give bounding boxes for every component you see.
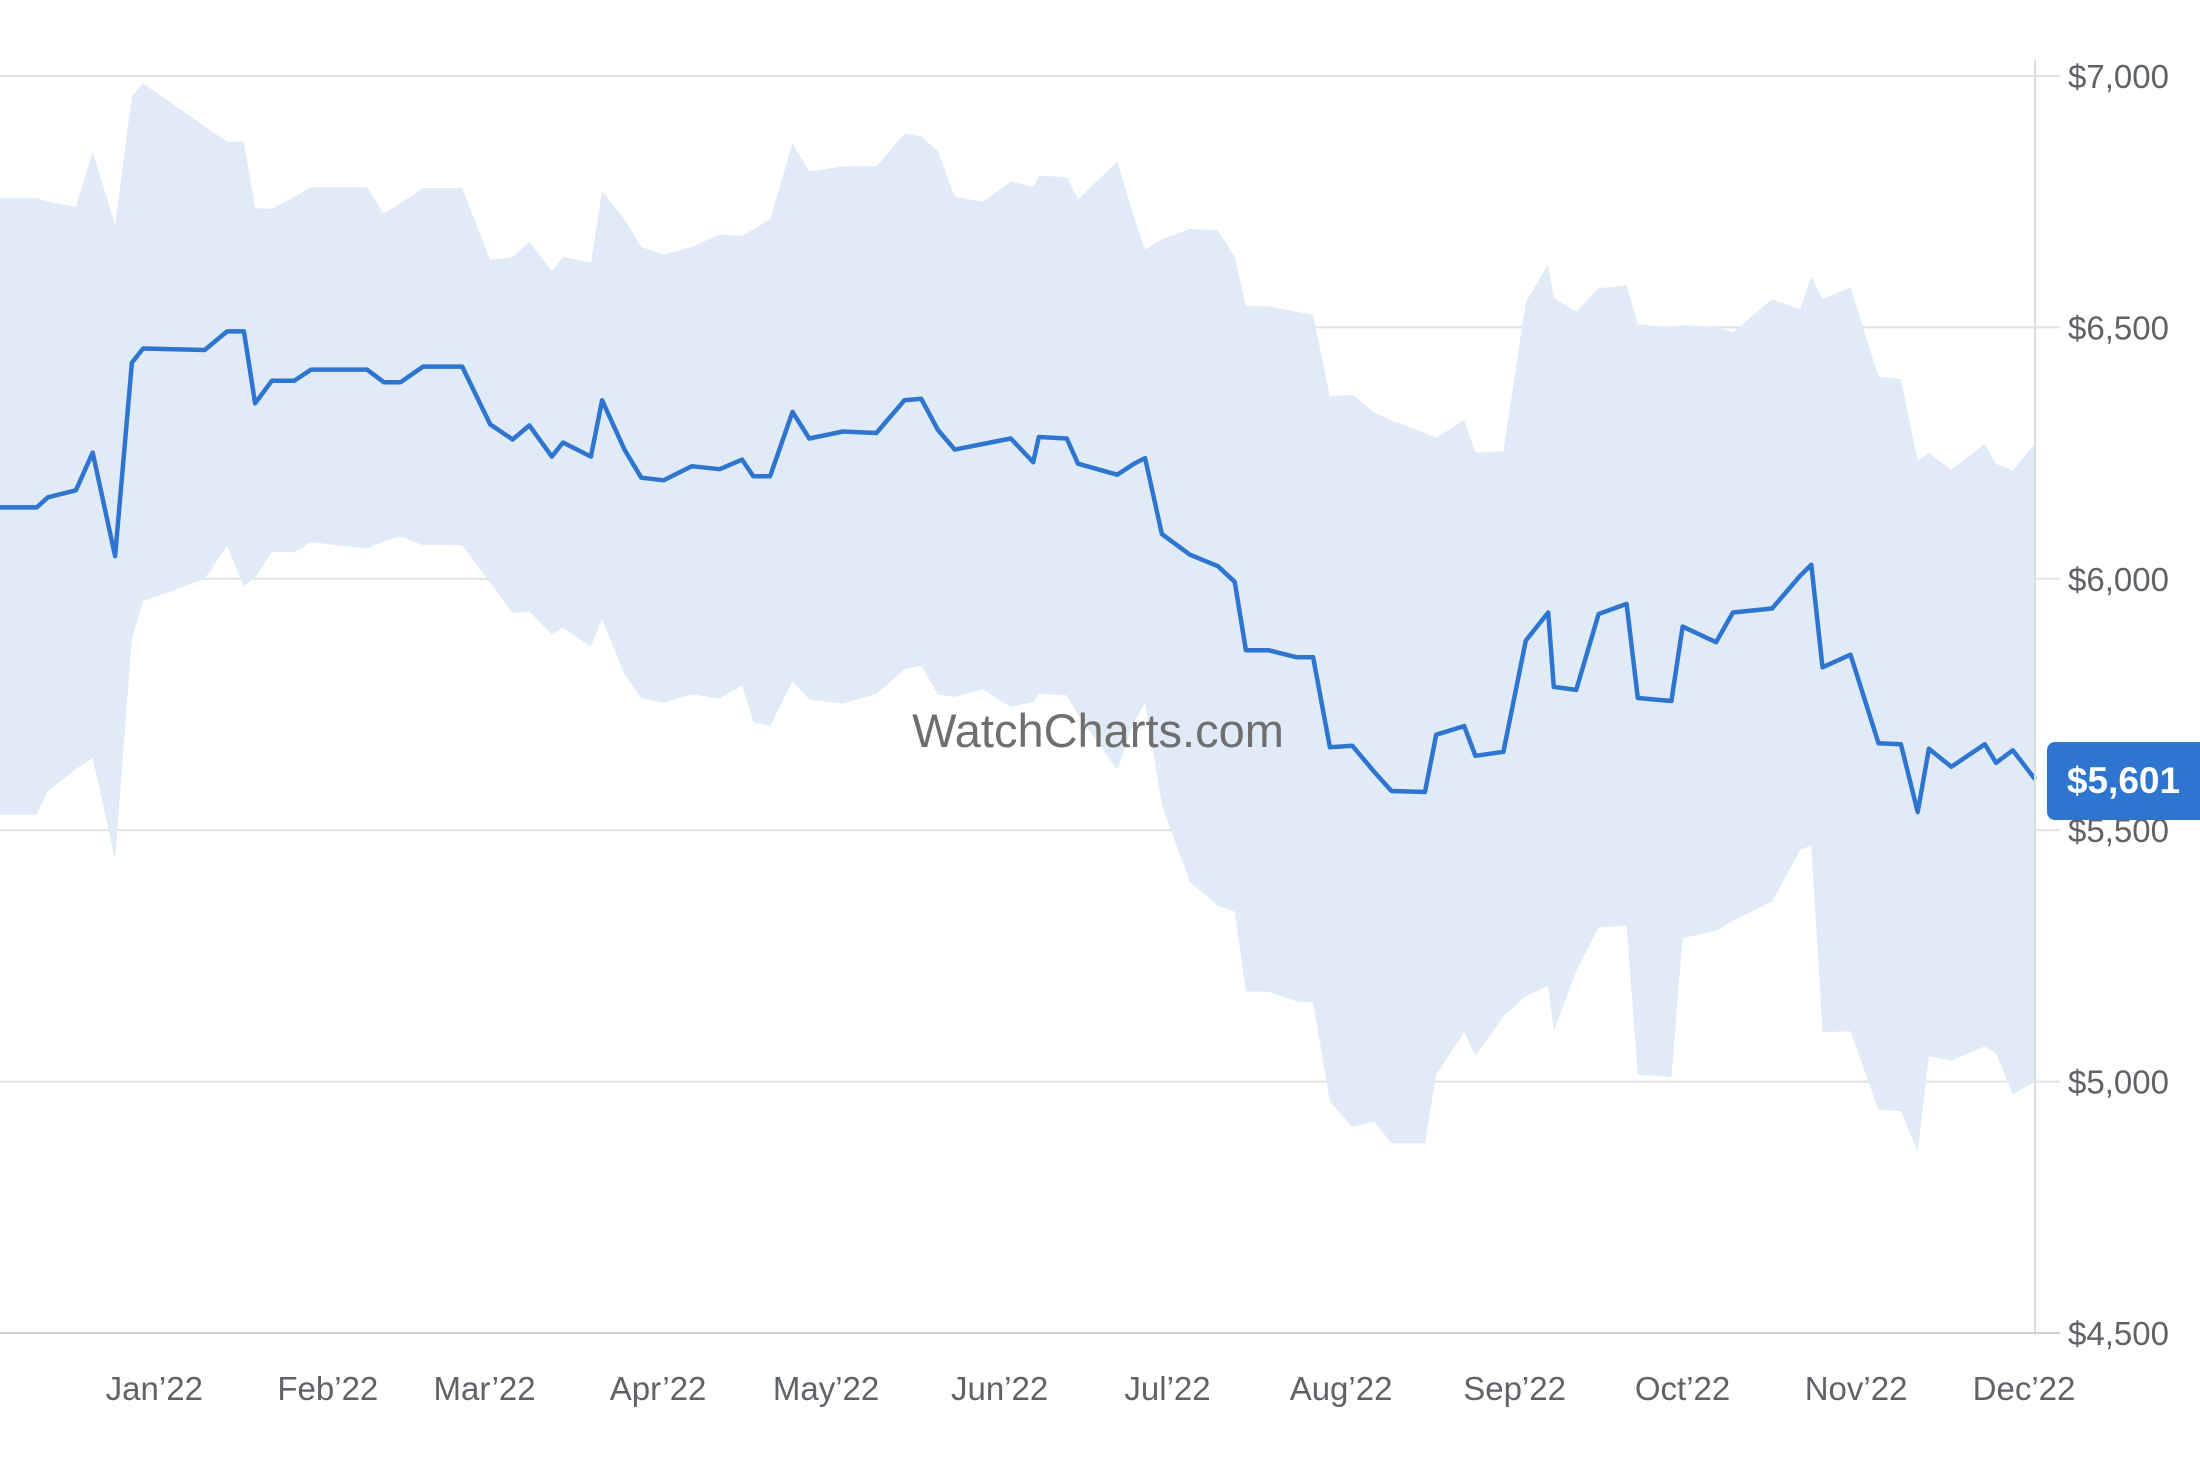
y-tick-label: $7,000 bbox=[2068, 58, 2169, 95]
x-tick-label: Mar’22 bbox=[434, 1370, 536, 1407]
x-tick-label: Aug’22 bbox=[1290, 1370, 1393, 1407]
x-axis-ticks: Jan’22 Feb’22 Mar’22 Apr’22 May’22 Jun’22 Jul’… bbox=[106, 1370, 2076, 1407]
x-tick-label: Oct’22 bbox=[1635, 1370, 1730, 1407]
y-tick-label: $6,000 bbox=[2068, 561, 2169, 598]
price-range-band bbox=[0, 83, 2036, 1152]
current-price-badge: $5,601 bbox=[2047, 742, 2200, 820]
x-tick-label: May’22 bbox=[773, 1370, 879, 1407]
x-tick-label: Feb’22 bbox=[277, 1370, 378, 1407]
x-tick-label: Apr’22 bbox=[610, 1370, 707, 1407]
x-tick-label: Jul’22 bbox=[1124, 1370, 1210, 1407]
y-tick-label: $5,000 bbox=[2068, 1064, 2169, 1101]
y-tick-label: $4,500 bbox=[2068, 1315, 2169, 1352]
x-tick-label: Jan’22 bbox=[106, 1370, 203, 1407]
y-tick-label: $6,500 bbox=[2068, 309, 2169, 346]
x-tick-label: Jun’22 bbox=[951, 1370, 1048, 1407]
watermark: WatchCharts.com bbox=[912, 704, 1284, 757]
price-line bbox=[0, 329, 2037, 815]
y-axis-ticks: $4,500$5,000$5,500$6,000$6,500$7,000 bbox=[2068, 58, 2169, 1352]
x-tick-label: Dec’22 bbox=[1973, 1370, 2076, 1407]
x-tick-label: Nov’22 bbox=[1805, 1370, 1908, 1407]
x-tick-label: Sep’22 bbox=[1463, 1370, 1566, 1407]
